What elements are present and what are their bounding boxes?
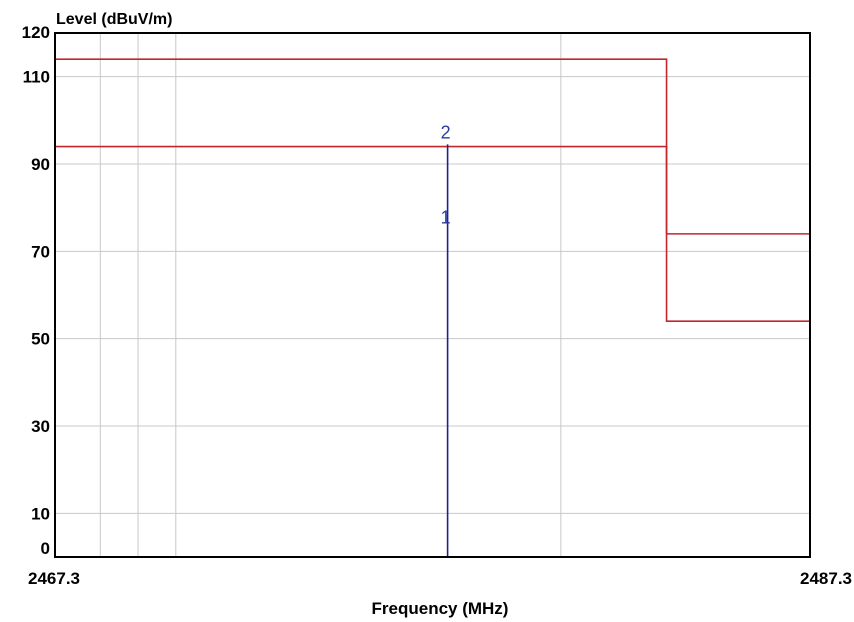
x-tick-labels: 2467.3 2487.3 <box>28 569 852 588</box>
x-axis-label: Frequency (MHz) <box>372 599 509 618</box>
grid <box>55 33 810 557</box>
y-tick-label: 0 <box>41 539 50 558</box>
y-tick-labels: 0 10 30 50 70 90 110 120 <box>22 23 50 558</box>
marker-label: 1 <box>441 208 451 228</box>
y-tick-label: 110 <box>23 68 50 87</box>
y-tick-label: 70 <box>31 242 50 261</box>
limit-lines <box>55 58 810 323</box>
y-tick-label: 90 <box>31 155 50 174</box>
y-tick-label: 30 <box>31 417 50 436</box>
y-axis-label: Level (dBuV/m) <box>56 11 172 28</box>
limit-line <box>55 58 810 323</box>
y-tick-label: 50 <box>31 330 50 349</box>
limit-line <box>55 145 810 235</box>
x-tick-label: 2487.3 <box>800 569 852 588</box>
marker-label: 2 <box>441 122 451 142</box>
markers: 12 <box>441 122 451 227</box>
y-tick-label: 120 <box>22 23 50 42</box>
y-tick-label: 10 <box>31 504 50 523</box>
plot-frame <box>54 32 811 558</box>
x-tick-label: 2467.3 <box>28 569 80 588</box>
